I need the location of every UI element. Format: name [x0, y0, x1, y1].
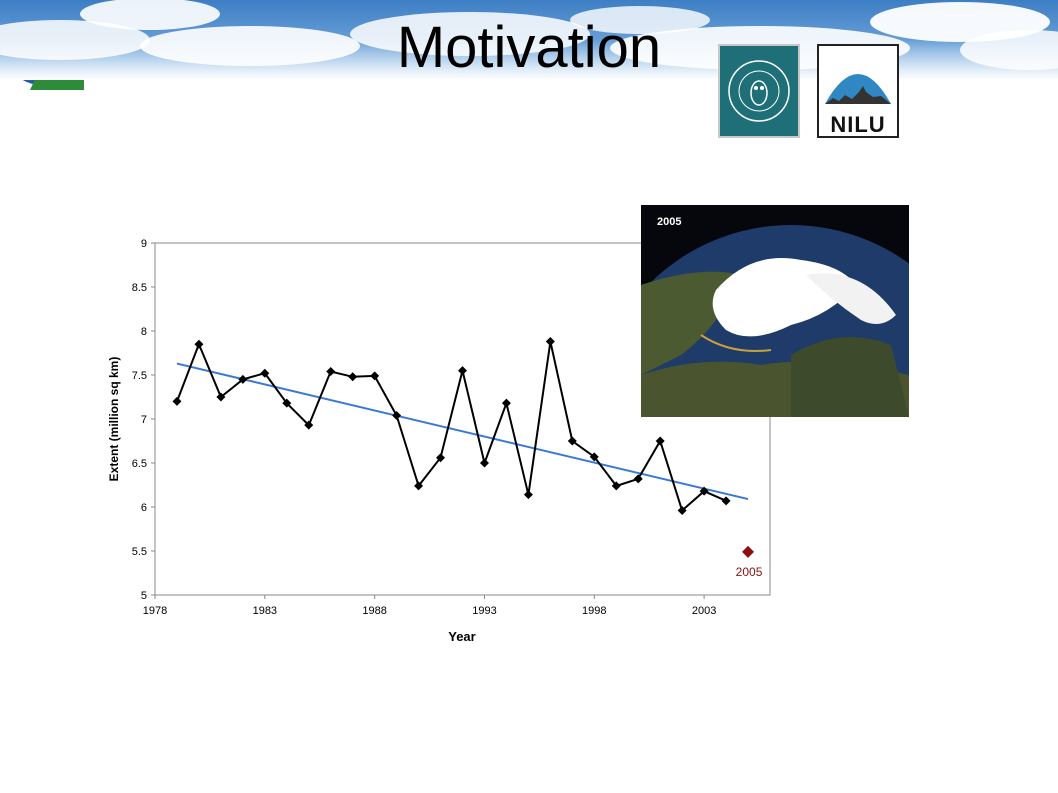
slide-title: Motivation — [396, 15, 662, 80]
owl-seal-icon — [728, 60, 790, 122]
data-point — [216, 392, 226, 402]
x-tick-label: 1988 — [362, 605, 386, 617]
data-point-2005 — [742, 545, 755, 558]
y-tick-label: 5.5 — [132, 546, 147, 558]
data-point — [545, 337, 555, 347]
data-point — [238, 374, 248, 384]
data-point — [436, 453, 446, 463]
data-point — [589, 452, 599, 462]
x-axis-title: Year — [448, 629, 475, 644]
data-point — [458, 366, 467, 376]
university-of-bergen-logo — [718, 44, 800, 138]
data-point — [721, 496, 731, 506]
y-tick-label: 7 — [141, 414, 147, 426]
x-tick-label: 2003 — [692, 605, 716, 617]
x-tick-label: 1993 — [472, 605, 496, 617]
series-line — [176, 341, 727, 513]
y-axis-title: Extent (million sq km) — [107, 357, 121, 482]
data-point — [501, 398, 511, 408]
arctic-ice-satellite-image — [641, 205, 909, 417]
y-tick-label: 6 — [141, 502, 147, 514]
data-point — [282, 398, 292, 408]
data-point — [260, 368, 270, 378]
y-tick-label: 5 — [141, 590, 147, 602]
data-point — [567, 436, 577, 446]
x-tick-label: 1978 — [143, 605, 167, 617]
image-year-label: 2005 — [657, 216, 682, 228]
data-point — [677, 506, 687, 516]
trend-line — [176, 362, 749, 501]
y-tick-label: 7.5 — [132, 370, 147, 382]
data-point — [479, 458, 489, 468]
data-point — [633, 474, 643, 484]
data-point — [414, 481, 424, 491]
x-tick-label: 1983 — [253, 605, 277, 617]
skyline-icon — [819, 46, 897, 136]
data-point — [699, 486, 709, 496]
y-tick-label: 9 — [141, 238, 147, 250]
y-tick-label: 6.5 — [132, 458, 147, 470]
data-point — [655, 436, 665, 446]
data-point — [326, 366, 336, 376]
y-tick-label: 8 — [141, 326, 147, 338]
data-point — [194, 339, 204, 349]
data-point — [370, 371, 380, 381]
data-point — [392, 410, 402, 420]
data-point — [523, 490, 533, 500]
sky-banner — [0, 0, 1058, 80]
nilu-logo-text: NILU — [830, 112, 886, 137]
data-point — [304, 420, 314, 430]
x-tick-label: 1998 — [582, 605, 606, 617]
data-point — [348, 372, 358, 382]
y-tick-label: 8.5 — [132, 282, 147, 294]
data-point — [611, 481, 621, 491]
nilu-logo — [817, 44, 899, 138]
data-point — [172, 396, 182, 406]
data-label-2005: 2005 — [736, 565, 763, 579]
